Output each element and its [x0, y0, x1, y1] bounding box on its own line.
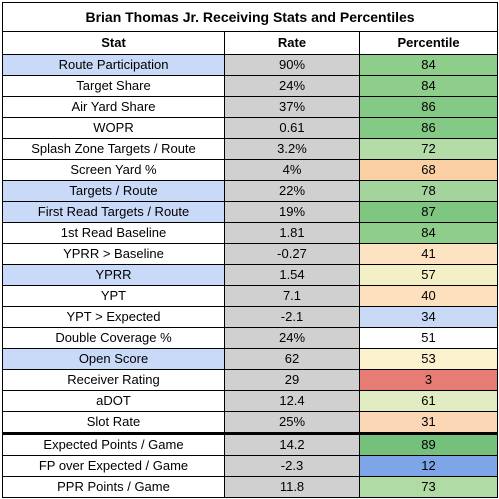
stat-cell[interactable]: Splash Zone Targets / Route	[2, 138, 225, 160]
percentile-cell[interactable]: 84	[358, 222, 499, 244]
rate-cell[interactable]: 1.81	[224, 222, 360, 244]
rate-cell[interactable]: -2.1	[224, 306, 360, 328]
percentile-cell[interactable]: 40	[358, 285, 499, 307]
table-row: 1st Read Baseline 1.81 84	[2, 222, 499, 244]
stat-cell[interactable]: YPT	[2, 285, 225, 307]
title-row: Brian Thomas Jr. Receiving Stats and Per…	[1, 2, 499, 32]
rate-cell[interactable]: 14.2	[224, 432, 360, 456]
stat-cell[interactable]: 1st Read Baseline	[2, 222, 225, 244]
stat-cell[interactable]: Expected Points / Game	[2, 432, 225, 456]
stat-cell[interactable]: aDOT	[2, 390, 225, 412]
rate-cell[interactable]: 90%	[224, 54, 360, 76]
percentile-cell[interactable]: 3	[358, 369, 499, 391]
percentile-cell[interactable]: 31	[358, 411, 499, 434]
rate-cell[interactable]: 37%	[224, 96, 360, 118]
table-row: Air Yard Share 37% 86	[2, 96, 499, 118]
table-row: FP over Expected / Game -2.3 12	[2, 455, 499, 477]
percentile-cell[interactable]: 84	[358, 75, 499, 97]
percentile-cell[interactable]: 73	[358, 476, 499, 498]
rate-cell[interactable]: 22%	[224, 180, 360, 202]
table-row: Receiver Rating 29 3	[2, 369, 499, 391]
table-row: YPT > Expected -2.1 34	[2, 306, 499, 328]
rate-cell[interactable]: 11.8	[224, 476, 360, 498]
stat-cell[interactable]: Screen Yard %	[2, 159, 225, 181]
rate-cell[interactable]: 25%	[224, 411, 360, 434]
table-title: Brian Thomas Jr. Receiving Stats and Per…	[1, 2, 499, 32]
percentile-cell[interactable]: 61	[358, 390, 499, 412]
table-row: PPR Points / Game 11.8 73	[2, 476, 499, 498]
rate-cell[interactable]: 4%	[224, 159, 360, 181]
stat-cell[interactable]: Targets / Route	[2, 180, 225, 202]
stat-cell[interactable]: Target Share	[2, 75, 225, 97]
rate-cell[interactable]: 24%	[224, 327, 360, 349]
table-row: Targets / Route 22% 78	[2, 180, 499, 202]
percentile-cell[interactable]: 86	[358, 117, 499, 139]
stat-cell[interactable]: FP over Expected / Game	[2, 455, 225, 477]
table-row: Splash Zone Targets / Route 3.2% 72	[2, 138, 499, 160]
rate-cell[interactable]: 0.61	[224, 117, 360, 139]
header-rate[interactable]: Rate	[224, 31, 360, 55]
table-row: YPRR > Baseline -0.27 41	[2, 243, 499, 265]
rate-cell[interactable]: -2.3	[224, 455, 360, 477]
table-row: aDOT 12.4 61	[2, 390, 499, 412]
percentile-cell[interactable]: 86	[358, 96, 499, 118]
table-row: Route Participation 90% 84	[2, 54, 499, 76]
percentile-cell[interactable]: 57	[358, 264, 499, 286]
table-row: Open Score 62 53	[2, 348, 499, 370]
table-row: Double Coverage % 24% 51	[2, 327, 499, 349]
stat-cell[interactable]: YPRR	[2, 264, 225, 286]
stat-cell[interactable]: Open Score	[2, 348, 225, 370]
rate-cell[interactable]: 62	[224, 348, 360, 370]
stat-cell[interactable]: YPT > Expected	[2, 306, 225, 328]
table-row: Expected Points / Game 14.2 89	[2, 432, 499, 456]
rate-cell[interactable]: 24%	[224, 75, 360, 97]
percentile-cell[interactable]: 41	[358, 243, 499, 265]
stat-cell[interactable]: Receiver Rating	[2, 369, 225, 391]
percentile-cell[interactable]: 78	[358, 180, 499, 202]
header-percentile[interactable]: Percentile	[358, 31, 499, 55]
header-stat[interactable]: Stat	[2, 31, 225, 55]
rate-cell[interactable]: 12.4	[224, 390, 360, 412]
percentile-cell[interactable]: 84	[358, 54, 499, 76]
rate-cell[interactable]: 29	[224, 369, 360, 391]
table-row: YPRR 1.54 57	[2, 264, 499, 286]
table-row: First Read Targets / Route 19% 87	[2, 201, 499, 223]
rate-cell[interactable]: -0.27	[224, 243, 360, 265]
stats-body: Route Participation 90% 84 Target Share 24% 8…	[2, 54, 499, 498]
rate-cell[interactable]: 19%	[224, 201, 360, 223]
percentile-cell[interactable]: 34	[358, 306, 499, 328]
stat-cell[interactable]: WOPR	[2, 117, 225, 139]
percentile-cell[interactable]: 51	[358, 327, 499, 349]
table-row: Slot Rate 25% 31	[2, 411, 499, 434]
percentile-cell[interactable]: 87	[358, 201, 499, 223]
percentile-cell[interactable]: 12	[358, 455, 499, 477]
percentile-cell[interactable]: 53	[358, 348, 499, 370]
stat-cell[interactable]: Route Participation	[2, 54, 225, 76]
table-row: Screen Yard % 4% 68	[2, 159, 499, 181]
stat-cell[interactable]: YPRR > Baseline	[2, 243, 225, 265]
rate-cell[interactable]: 7.1	[224, 285, 360, 307]
stat-cell[interactable]: Double Coverage %	[2, 327, 225, 349]
table-row: Target Share 24% 84	[2, 75, 499, 97]
percentile-cell[interactable]: 68	[358, 159, 499, 181]
header-row: Stat Rate Percentile	[2, 31, 499, 55]
stat-cell[interactable]: First Read Targets / Route	[2, 201, 225, 223]
table-row: YPT 7.1 40	[2, 285, 499, 307]
table-row: WOPR 0.61 86	[2, 117, 499, 139]
stat-cell[interactable]: Slot Rate	[2, 411, 225, 434]
percentile-cell[interactable]: 89	[358, 432, 499, 456]
percentile-cell[interactable]: 72	[358, 138, 499, 160]
stat-cell[interactable]: PPR Points / Game	[2, 476, 225, 498]
rate-cell[interactable]: 3.2%	[224, 138, 360, 160]
rate-cell[interactable]: 1.54	[224, 264, 360, 286]
stat-cell[interactable]: Air Yard Share	[2, 96, 225, 118]
